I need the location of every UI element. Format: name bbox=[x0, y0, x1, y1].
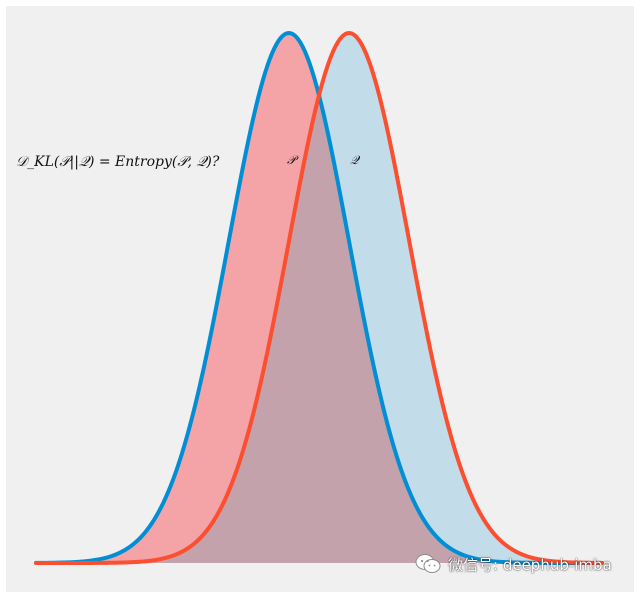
wechat-icon bbox=[415, 554, 441, 573]
distribution-lines bbox=[34, 31, 604, 565]
watermark-text: 微信号: deephub-imba bbox=[448, 555, 612, 574]
kl-annotation: 𝒟_KL(𝒫||𝒬) = Entropy(𝒫, 𝒬)? bbox=[16, 154, 220, 170]
watermark: 微信号: deephub-imba bbox=[414, 553, 612, 575]
overlap-fill bbox=[36, 95, 602, 563]
distribution-fills bbox=[36, 33, 602, 563]
series-label-q: 𝒬 bbox=[350, 153, 361, 167]
curve-q bbox=[34, 31, 604, 565]
